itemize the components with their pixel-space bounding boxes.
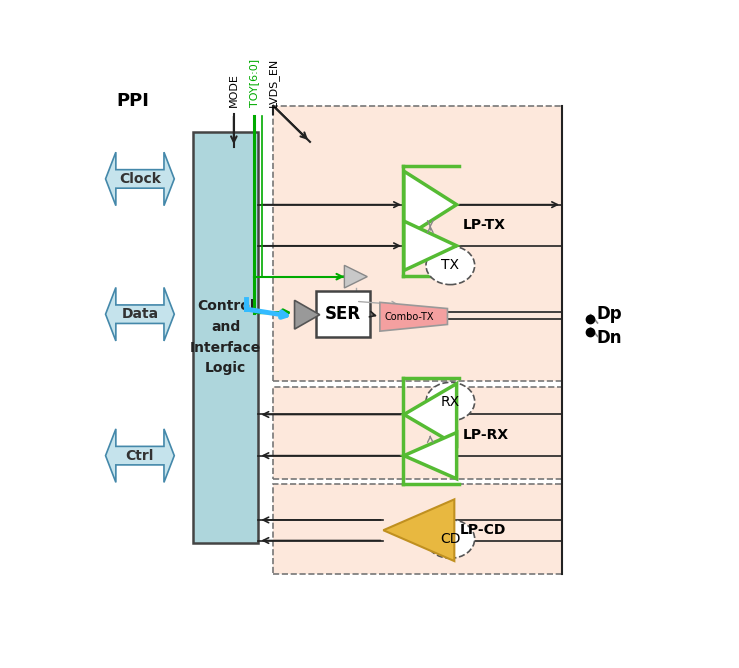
Text: TOY[6:0]: TOY[6:0] (249, 59, 259, 107)
Text: Clock: Clock (119, 172, 161, 186)
Ellipse shape (426, 382, 474, 421)
Polygon shape (404, 432, 457, 479)
Text: LP-TX: LP-TX (463, 218, 505, 232)
Text: CD: CD (440, 532, 460, 546)
Text: Dp: Dp (596, 305, 622, 323)
Text: PPI: PPI (116, 92, 149, 110)
Polygon shape (380, 303, 448, 331)
Text: Combo-TX: Combo-TX (384, 312, 434, 322)
Bar (273, 484, 562, 574)
Polygon shape (404, 221, 457, 271)
Polygon shape (384, 500, 454, 561)
Polygon shape (106, 287, 174, 341)
Text: RX: RX (440, 395, 460, 409)
Ellipse shape (426, 246, 474, 285)
Text: Control
and
Interface
Logic: Control and Interface Logic (190, 299, 261, 375)
Text: LVDS_EN: LVDS_EN (268, 57, 279, 107)
Polygon shape (106, 152, 174, 206)
Ellipse shape (426, 520, 474, 558)
Text: SER: SER (325, 305, 361, 323)
Polygon shape (106, 429, 174, 482)
Text: LP-RX: LP-RX (463, 428, 508, 442)
Bar (273, 387, 562, 479)
Text: MODE: MODE (229, 73, 239, 107)
Polygon shape (344, 265, 367, 288)
Polygon shape (404, 383, 457, 446)
Polygon shape (295, 301, 320, 329)
Bar (273, 106, 562, 381)
Bar (193, 132, 259, 543)
Text: TX: TX (441, 259, 460, 273)
Text: Dn: Dn (596, 329, 622, 347)
Text: Data: Data (121, 307, 158, 321)
Text: Ctrl: Ctrl (126, 449, 154, 463)
Text: LP-CD: LP-CD (460, 523, 506, 537)
Bar (316, 291, 370, 337)
Polygon shape (404, 171, 457, 238)
